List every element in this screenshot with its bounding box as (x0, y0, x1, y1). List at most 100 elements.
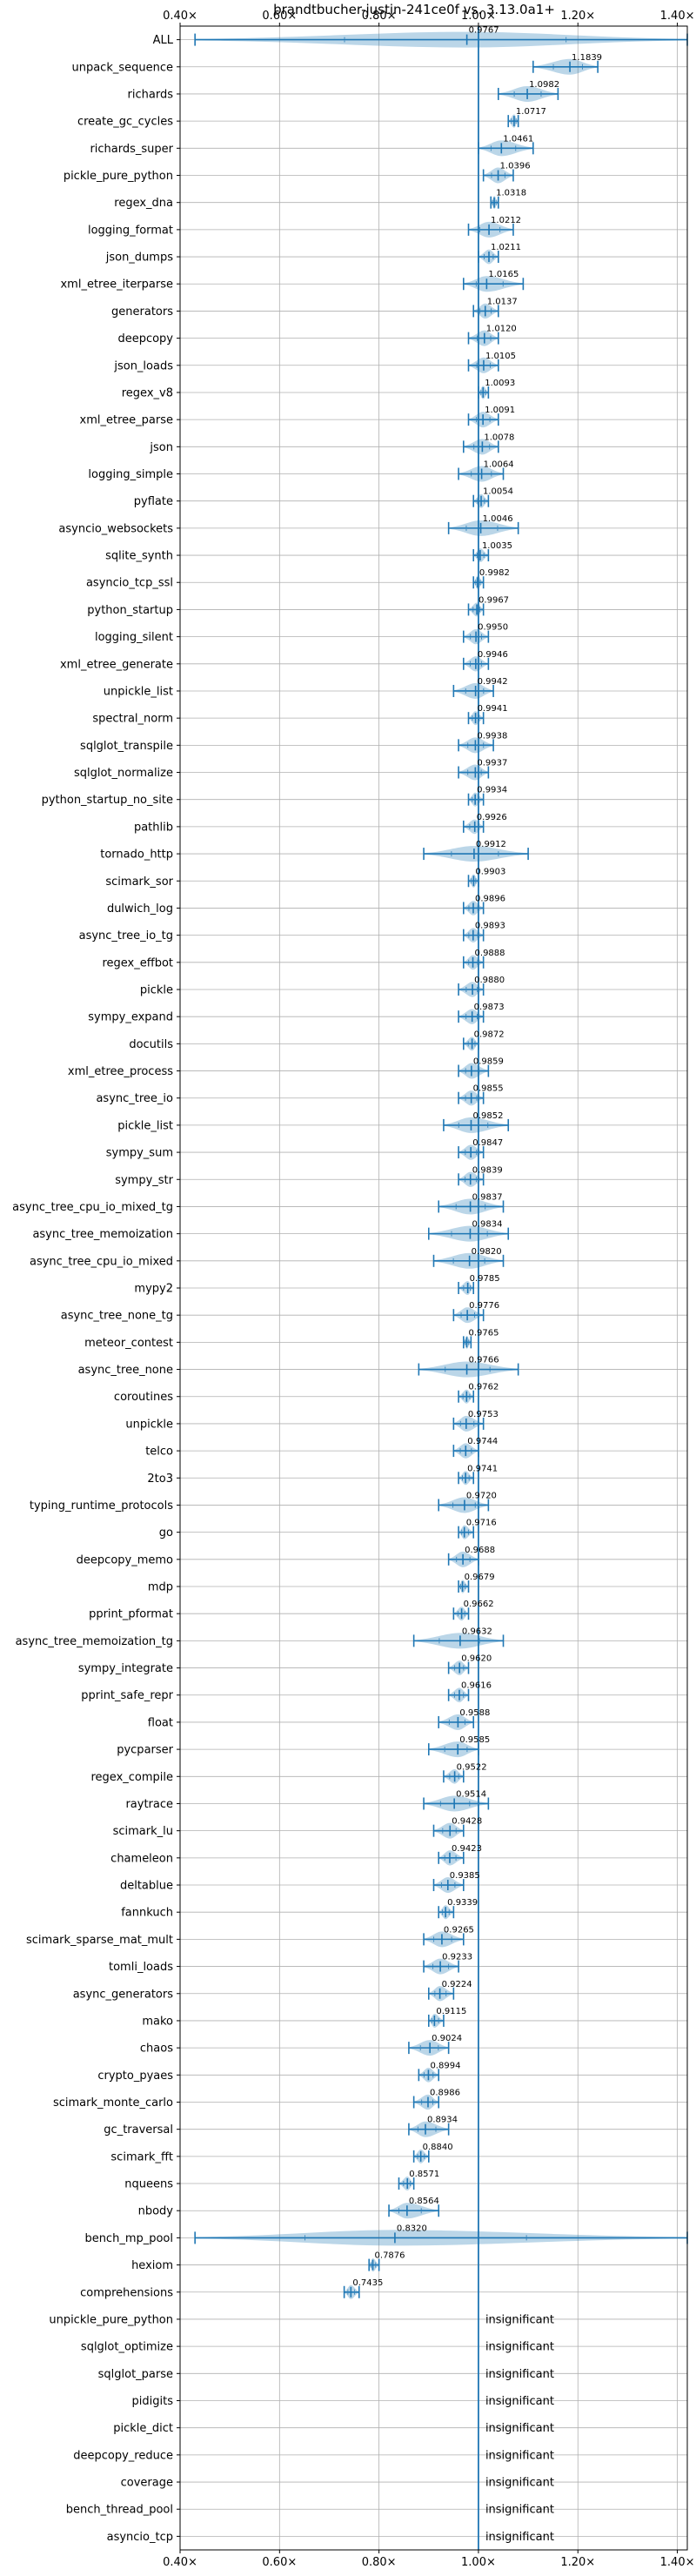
value-label: 0.9423 (452, 1844, 482, 1854)
benchmark-label: json_dumps (105, 252, 173, 265)
value-label: 0.9585 (459, 1735, 490, 1745)
value-label: 0.8986 (430, 2088, 460, 2097)
value-label: 0.9720 (466, 1491, 497, 1500)
benchmark-label: meteor_contest (84, 1337, 173, 1350)
value-label: 1.0318 (496, 189, 526, 198)
insignificant-label: insignificant (485, 2449, 554, 2462)
benchmark-label: regex_dna (114, 197, 173, 210)
value-label: 0.9934 (477, 786, 507, 795)
benchmark-label: scimark_monte_carlo (53, 2096, 173, 2110)
value-label: 0.9847 (472, 1138, 503, 1148)
benchmark-label: unpack_sequence (71, 61, 173, 74)
insignificant-label: insignificant (485, 2368, 554, 2381)
value-label: 0.9873 (474, 1003, 505, 1012)
insignificant-label: insignificant (485, 2341, 554, 2354)
value-label: 0.9514 (456, 1789, 486, 1799)
value-label: 1.0137 (487, 297, 518, 306)
value-label: 0.9880 (474, 976, 505, 985)
value-label: 1.0120 (486, 325, 517, 334)
benchmark-label: richards_super (90, 143, 173, 156)
benchmark-label: xml_etree_generate (60, 658, 173, 671)
benchmark-label: deltablue (120, 1880, 173, 1893)
benchmark-label: ALL (153, 34, 174, 47)
value-label: 0.9522 (457, 1762, 487, 1772)
value-label: 1.0211 (491, 243, 521, 252)
benchmark-label: generators (111, 305, 173, 319)
value-label: 1.0064 (484, 460, 514, 470)
value-label: 0.9946 (478, 650, 508, 660)
benchmark-label: pickle_list (117, 1119, 173, 1132)
benchmark-label: deepcopy_memo (77, 1553, 173, 1566)
benchmark-label: pathlib (134, 821, 173, 834)
benchmark-label: coroutines (114, 1391, 173, 1404)
benchmark-label: pprint_safe_repr (81, 1689, 173, 1702)
violin-layer (194, 31, 688, 2299)
benchmark-label: deepcopy (117, 332, 173, 345)
value-label: 0.9785 (470, 1274, 500, 1284)
benchmark-label: sqlglot_parse (98, 2368, 173, 2381)
benchmark-label: sqlglot_transpile (80, 740, 173, 753)
value-label: 0.9753 (468, 1410, 499, 1419)
value-label: 0.9926 (477, 813, 507, 822)
benchmark-label: sympy_sum (106, 1147, 173, 1160)
value-label: 0.9903 (475, 867, 505, 876)
benchmark-label: docutils (129, 1038, 173, 1051)
x-tick-label-top: 0.60× (262, 10, 297, 23)
benchmark-label: go (159, 1526, 173, 1540)
chart-title: brandtbucher-justin-241ce0f vs. 3.13.0a1… (273, 2, 555, 17)
benchmark-label: asyncio_tcp (107, 2531, 173, 2544)
insignificant-label: insignificant (485, 2395, 554, 2408)
value-label: 0.9950 (478, 623, 508, 633)
benchmark-label: json (149, 441, 173, 454)
value-label: 0.9872 (474, 1030, 505, 1039)
value-label: 0.9852 (472, 1111, 503, 1121)
benchmark-label: logging_silent (95, 631, 173, 644)
value-label: 0.9224 (442, 1980, 472, 1989)
benchmark-label: nbody (138, 2205, 174, 2218)
value-label: 0.9716 (466, 1519, 497, 1528)
benchmark-label: async_tree_none (78, 1364, 173, 1377)
value-label: 0.9767 (469, 26, 499, 36)
value-label: 0.9839 (472, 1165, 503, 1175)
insignificant-label: insignificant (485, 2531, 554, 2544)
x-tick-label-bottom: 1.40× (660, 2556, 695, 2569)
value-label: 1.0093 (485, 379, 515, 388)
value-label: 0.9744 (467, 1437, 498, 1446)
value-label: 1.1839 (572, 53, 602, 63)
benchmark-label: float (148, 1716, 173, 1729)
x-tick-label-bottom: 1.00× (461, 2556, 496, 2569)
value-label: 0.8994 (430, 2061, 460, 2070)
value-label: 0.8320 (397, 2224, 427, 2233)
benchmark-label: mdp (148, 1581, 173, 1594)
x-tick-label-top: 1.40× (660, 10, 695, 23)
benchmark-label: pyflate (134, 495, 173, 508)
benchmark-label: unpickle_pure_python (49, 2313, 173, 2326)
value-label: 0.8571 (409, 2170, 439, 2179)
benchmark-label: sqlite_synth (105, 550, 173, 563)
benchmark-label: pickle_dict (113, 2422, 173, 2435)
value-label: 0.9938 (477, 731, 507, 741)
benchmark-label: async_generators (73, 1988, 174, 2001)
value-label: 0.9616 (461, 1681, 492, 1691)
value-label: 1.0982 (529, 80, 559, 90)
benchmark-label: async_tree_memoization (32, 1228, 173, 1241)
benchmark-label: mypy2 (134, 1283, 173, 1296)
value-label: 0.7876 (375, 2251, 405, 2261)
value-label: 1.0165 (488, 270, 519, 279)
value-label: 1.0461 (503, 134, 533, 144)
benchmark-label: python_startup (87, 604, 173, 617)
benchmark-label: pidigits (132, 2395, 174, 2408)
value-label: 0.9837 (472, 1192, 503, 1202)
benchmark-label: chaos (140, 2043, 173, 2056)
benchmark-label: asyncio_websockets (58, 522, 173, 535)
benchmark-label: sympy_str (115, 1174, 173, 1187)
value-label: 0.9688 (465, 1546, 495, 1555)
benchmark-label: nqueens (124, 2178, 173, 2191)
benchmark-label: 2to3 (147, 1472, 173, 1486)
benchmark-label: scimark_sor (105, 875, 173, 889)
value-label: 1.0091 (485, 406, 515, 415)
benchmark-label: raytrace (125, 1798, 173, 1811)
value-label: 0.7435 (352, 2278, 383, 2288)
benchmark-label: async_tree_none_tg (61, 1310, 173, 1323)
value-label: 1.0078 (484, 433, 514, 442)
